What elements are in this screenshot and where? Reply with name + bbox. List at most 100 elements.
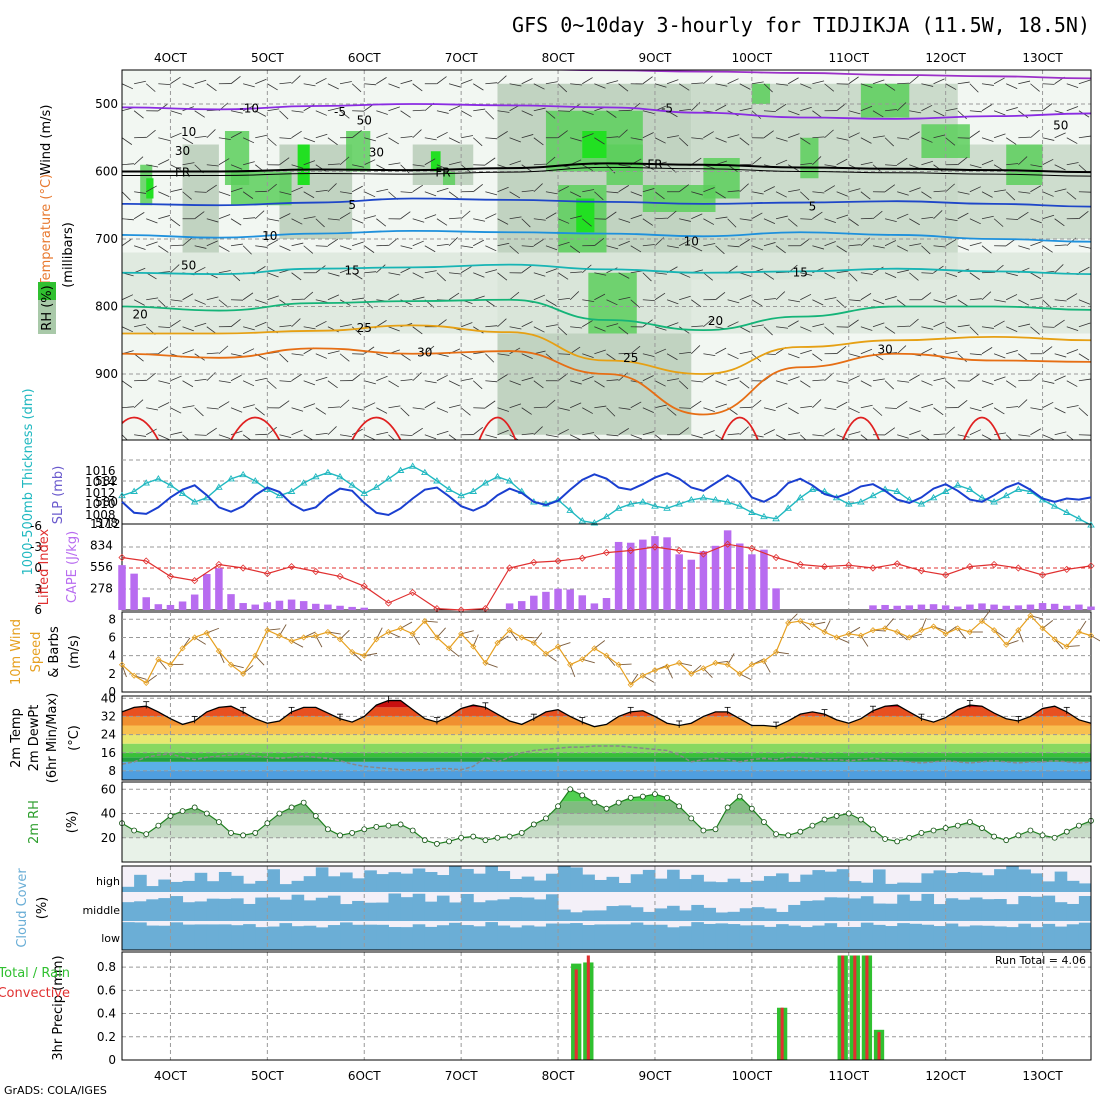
wind-barb [170,164,182,171]
wind-barb [715,104,727,112]
top-tick-label: 7OCT [445,51,478,65]
rh-point [857,816,864,823]
wind-barb [678,83,690,91]
wind-barb [897,213,909,220]
wind-barb [594,191,604,201]
wind-barb [533,238,545,247]
cape-bar [324,604,332,610]
wind-barb [218,299,229,308]
wind-barb [412,372,422,382]
wind-barb [606,353,617,361]
lifted-index-point [384,599,393,607]
cloud-cell [921,893,935,921]
cloud-cell [146,899,159,921]
wind-barb [691,213,703,220]
wind-barb [788,110,800,116]
wind-barb [376,407,388,414]
wind-barb [485,213,497,220]
precip-convective-bar [853,955,857,1060]
temperature-contour-35 [230,416,281,440]
wind-barb [884,326,896,334]
cloud-cell [630,874,644,892]
wind-speed-point [240,670,247,677]
wind-barb [230,319,241,328]
y-tick-label: 700 [95,232,118,246]
lifted-index-point [627,546,635,555]
cloud-cell [315,867,329,892]
lifted-index-point [239,564,247,572]
wind-barb [727,78,739,85]
wind-barb [473,272,485,278]
lifted-index-point [724,540,732,548]
wind-barb [787,320,799,328]
wind-ylabel-1: 10m Wind [9,619,24,685]
wind-barb [800,191,810,201]
wind-barb [824,129,834,139]
contour-label: 50 [1053,118,1068,132]
wind-speed-line [121,614,1092,686]
wind-barb [545,156,556,166]
wind-barb [146,428,157,436]
wind-barb [872,210,883,220]
wind-barb [945,218,958,222]
wind-barb [327,380,338,389]
lifted-index-point [602,549,611,557]
rh-point [1039,832,1046,839]
thickness-point [1050,502,1059,509]
cloud-cell [327,925,341,950]
cloud-cell [558,909,571,921]
wind-barb [812,353,823,362]
wind-barb [122,238,133,247]
y-tick-label: 8 [108,612,116,626]
wind-barb [327,183,337,193]
cloud-cell [618,905,632,921]
y-tick-label: 0.8 [97,960,116,974]
wind-barb [751,299,763,307]
wind-barb [533,137,544,146]
wind-barb [255,110,267,117]
wind-barb [969,186,981,193]
thickness-point [154,475,163,482]
wind-barb [339,324,352,328]
cape-bar [142,597,150,610]
wind-barb [122,137,133,145]
wind-barb [279,110,289,120]
wind-barb [230,76,241,85]
cloud-cell [146,925,159,950]
wind-barb [412,296,425,301]
wind-barb [775,215,788,220]
wind-barb [485,434,498,439]
wind-barb [509,191,521,199]
wind-barb [1090,218,1091,220]
cloud-cell [449,866,462,892]
wind-barb [133,353,144,362]
cloud-cell [231,898,244,921]
contour-label: 10 [684,234,699,248]
cape-bar [1026,604,1035,610]
rh-point [797,828,804,835]
lifted-index-point [990,560,998,569]
wind-barb [606,379,619,382]
wind-barb [981,291,992,301]
wind-speed-point [942,630,949,637]
temperature-contour [122,103,1091,120]
wind-barb [739,183,749,193]
wind-barb [364,402,376,409]
top-tick-label: 12OCT [925,51,966,65]
wind-barb [1030,83,1040,92]
wind-barb [158,245,169,253]
wind-barb [557,326,568,336]
wind-barb [1090,110,1091,111]
cloud-cell [800,874,813,892]
thickness-point [953,481,962,488]
thickness-point [275,491,284,499]
y-tick-label: 6 [108,630,116,644]
cloud-cell [594,910,607,921]
wind-barb [327,426,337,436]
wind-barb [775,245,786,254]
cloud-cell [582,874,595,892]
wind-barb [545,299,557,307]
wind-barb [1054,353,1067,358]
wind-barb [800,162,813,166]
wind-barb [485,325,498,328]
